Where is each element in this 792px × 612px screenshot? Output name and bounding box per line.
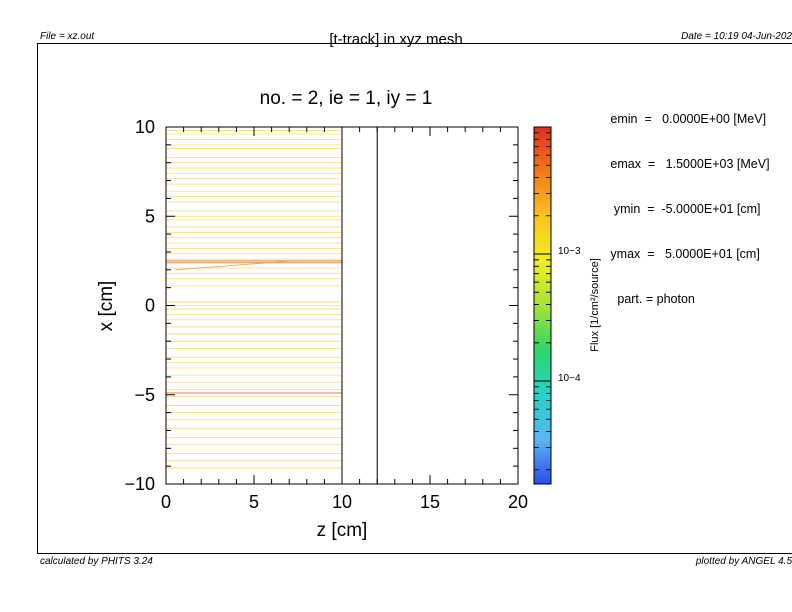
x-tick-label: 0 (161, 492, 171, 512)
info-panel: emin = 0.0000E+00 [MeV] emax = 1.5000E+0… (600, 82, 770, 322)
plotted-by-label: plotted by ANGEL 4.5 (695, 556, 792, 567)
y-tick-label: −5 (134, 385, 155, 405)
y-axis-ticks: 10 5 0 −5 −10 (124, 117, 518, 494)
info-part: part. = photon (600, 292, 695, 306)
region-boundaries (341, 127, 378, 484)
info-ymin: ymin = -5.0000E+01 [cm] (600, 202, 761, 216)
x-tick-label: 10 (332, 492, 352, 512)
info-ymax: ymax = 5.0000E+01 [cm] (600, 247, 760, 261)
y-axis-label: x [cm] (96, 281, 117, 332)
x-tick-label: 5 (249, 492, 259, 512)
chart-title: no. = 2, ie = 1, iy = 1 (260, 88, 433, 109)
colorbar (534, 127, 551, 484)
x-tick-label: 20 (508, 492, 528, 512)
file-name-label: File = xz.out (40, 31, 95, 42)
colorbar-tick-label-1e-4: 10−4 (558, 373, 581, 384)
colorbar-frame (533, 126, 552, 485)
x-tick-label: 15 (420, 492, 440, 512)
colorbar-tick-label-1e-3: 10−3 (558, 246, 581, 257)
track-line (174, 260, 293, 271)
track-lines (166, 130, 342, 469)
x-axis-ticks: 0 5 10 15 20 (161, 127, 528, 512)
info-emax: emax = 1.5000E+03 [MeV] (600, 157, 770, 171)
calculated-by-label: calculated by PHITS 3.24 (40, 556, 153, 567)
page-frame (37, 43, 792, 554)
x-axis-label: z [cm] (317, 520, 368, 541)
y-tick-label: 10 (135, 117, 155, 137)
info-emin: emin = 0.0000E+00 [MeV] (600, 112, 767, 126)
colorbar-label: Flux [1/cm²/source] (589, 258, 601, 352)
colorbar-ticks (534, 132, 551, 471)
y-tick-label: 0 (145, 296, 155, 316)
y-tick-label: 5 (145, 206, 155, 226)
y-tick-label: −10 (124, 474, 155, 494)
date-label: Date = 10:19 04-Jun-202 (681, 31, 792, 42)
